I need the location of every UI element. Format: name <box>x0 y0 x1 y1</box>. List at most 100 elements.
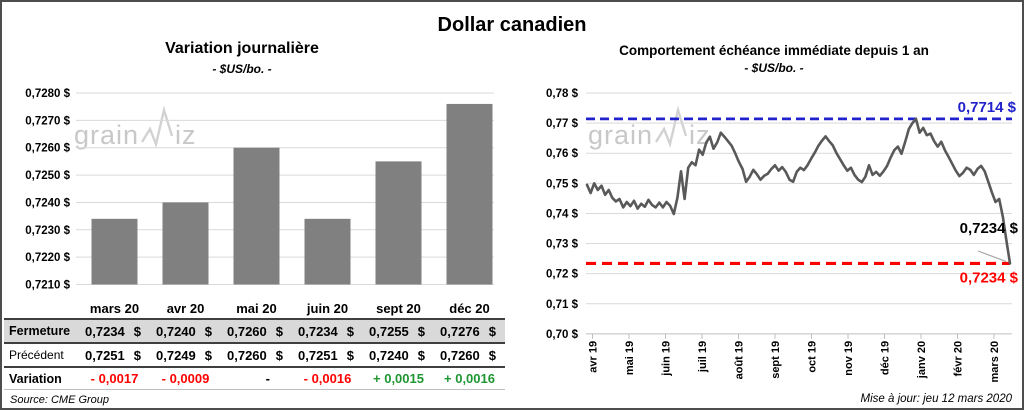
y-tick-label: 0,7240 $ <box>25 197 70 209</box>
line-chart-subtitle: - $US/bo. - <box>744 61 804 75</box>
table-row-fermeture: Fermeture 0,7234 $0,7240 $0,7260 $0,7234 $0,7… <box>4 318 505 344</box>
bar-sept-20 <box>375 161 422 285</box>
y-tick-label: 0,7270 $ <box>25 115 70 127</box>
page-title: Dollar canadien <box>437 14 587 36</box>
bar-avr-20 <box>162 202 209 285</box>
last-value-label: 0,7234 $ <box>960 220 1019 237</box>
y-tick-label: 0,75 $ <box>546 178 579 190</box>
x-tick-label: juin 19 <box>661 341 673 377</box>
table-header-row: mars 20 avr 20 mai 20 juin 20 sept 20 déc 20 <box>4 298 505 318</box>
price-cell: 0,7276 $ <box>434 324 505 339</box>
bar-chart-subtitle: - $US/bo. - <box>212 62 272 76</box>
currency-symbol: $ <box>133 323 141 339</box>
column-header: mai 20 <box>236 300 277 316</box>
price-value: 0,7249 <box>156 347 196 363</box>
y-tick-label: 0,78 $ <box>546 88 579 100</box>
y-tick-label: 0,7220 $ <box>25 252 70 264</box>
watermark-text: iz <box>689 120 711 150</box>
currency-symbol: $ <box>204 323 212 339</box>
x-tick-label: déc 19 <box>880 341 892 375</box>
currency-symbol: $ <box>346 347 354 363</box>
variation-cell: - 0,0016 <box>303 371 352 386</box>
currency-symbol: $ <box>275 347 283 363</box>
x-tick-label: juil 19 <box>697 341 709 373</box>
price-line <box>585 117 1012 265</box>
price-value: 0,7260 <box>227 323 267 339</box>
low-value-label: 0,7234 $ <box>960 269 1019 286</box>
column-header: sept 20 <box>376 300 421 316</box>
row-label: Variation <box>9 371 62 386</box>
high-value-label: 0,7714 $ <box>958 99 1017 116</box>
watermark-text: iz <box>175 120 197 150</box>
grainwiz-watermark: grain iz <box>588 106 711 149</box>
bar-déc-20 <box>446 103 493 285</box>
column-header: juin 20 <box>306 300 349 316</box>
currency-symbol: $ <box>417 347 425 363</box>
row-label: Précédent <box>9 348 64 362</box>
y-tick-label: 0,76 $ <box>546 148 579 160</box>
table-row-variation: Variation - 0,0017 - 0,0009 - - 0,0016 + 0,00… <box>4 368 505 390</box>
price-cell: 0,7251 $ <box>292 348 363 363</box>
price-cell: 0,7260 $ <box>221 348 292 363</box>
price-value: 0,7251 <box>298 347 338 363</box>
column-header: avr 20 <box>166 300 205 316</box>
watermark-text: grain <box>588 120 654 150</box>
bar-mai-20 <box>233 147 280 285</box>
x-tick-label: janv 20 <box>916 341 928 379</box>
y-tick-label: 0,7280 $ <box>25 88 70 100</box>
x-tick-label: août 19 <box>734 341 746 380</box>
variation-cell: + 0,0015 <box>373 371 424 386</box>
price-value: 0,7240 <box>369 347 409 363</box>
grainwiz-watermark: grain iz <box>74 106 197 149</box>
price-cell: 0,7260 $ <box>221 324 292 339</box>
price-cell: 0,7234 $ <box>79 324 150 339</box>
bar-juin-20 <box>304 218 351 285</box>
price-value: 0,7260 <box>440 347 480 363</box>
y-tick-label: 0,74 $ <box>546 208 579 220</box>
x-tick-label: sept 19 <box>770 341 782 379</box>
x-tick-label: nov 19 <box>843 341 855 376</box>
watermark-text: grain <box>74 120 140 150</box>
price-cell: 0,7251 $ <box>79 348 150 363</box>
column-header: déc 20 <box>449 300 490 316</box>
x-tick-label: mai 19 <box>624 341 636 375</box>
price-value: 0,7276 <box>440 323 480 339</box>
y-tick-label: 0,70 $ <box>546 329 579 341</box>
price-cell: 0,7240 $ <box>363 348 434 363</box>
currency-symbol: $ <box>275 323 283 339</box>
y-tick-label: 0,7250 $ <box>25 170 70 182</box>
y-tick-label: 0,7210 $ <box>25 280 70 292</box>
futures-table: mars 20 avr 20 mai 20 juin 20 sept 20 déc 20 F… <box>4 298 505 390</box>
y-tick-label: 0,72 $ <box>546 269 579 281</box>
source-note: Source: CME Group <box>10 394 110 406</box>
y-tick-label: 0,7230 $ <box>25 225 70 237</box>
price-value: 0,7251 <box>85 347 125 363</box>
watermark-spike-icon <box>655 106 688 148</box>
price-cell: 0,7240 $ <box>150 324 221 339</box>
column-header: mars 20 <box>89 300 140 316</box>
annotation-leader-line <box>977 250 1007 262</box>
table-row-precedent: Précédent 0,7251 $0,7249 $0,7260 $0,7251 $0,7… <box>4 344 505 368</box>
price-cell: 0,7234 $ <box>292 324 363 339</box>
variation-cell: - 0,0017 <box>90 371 139 386</box>
variation-cell: - <box>265 371 270 386</box>
price-cell: 0,7255 $ <box>363 324 434 339</box>
price-value: 0,7234 <box>298 323 338 339</box>
bar-mars-20 <box>91 218 138 285</box>
price-cell: 0,7249 $ <box>150 348 221 363</box>
row-label: Fermeture <box>9 324 71 338</box>
bar-chart-title: Variation journalière <box>165 40 319 57</box>
x-tick-label: févr 20 <box>953 341 965 376</box>
variation-cell: - 0,0009 <box>161 371 210 386</box>
currency-symbol: $ <box>133 347 141 363</box>
price-cell: 0,7260 $ <box>434 348 505 363</box>
price-value: 0,7240 <box>156 323 196 339</box>
currency-symbol: $ <box>417 323 425 339</box>
line-chart-title: Comportement échéance immédiate depuis 1… <box>619 43 929 58</box>
currency-symbol: $ <box>488 323 496 339</box>
variation-cell: + 0,0016 <box>444 371 495 386</box>
x-tick-label: oct 19 <box>807 341 819 373</box>
currency-symbol: $ <box>488 347 496 363</box>
price-value: 0,7234 <box>85 323 125 339</box>
